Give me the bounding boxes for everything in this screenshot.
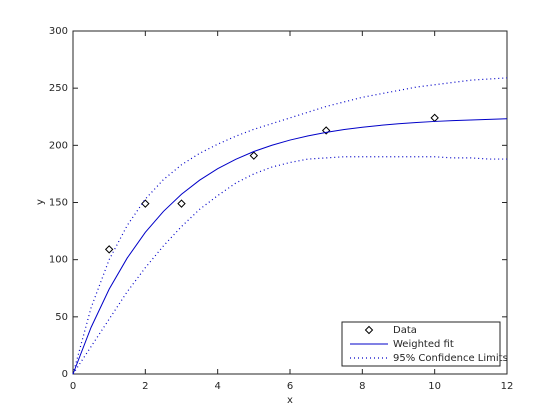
x-tick-label: 6 bbox=[287, 381, 293, 392]
y-tick-label: 150 bbox=[49, 198, 68, 209]
data-point bbox=[177, 199, 186, 208]
x-tick-label: 12 bbox=[501, 381, 514, 392]
data-point bbox=[321, 126, 331, 135]
legend-marker bbox=[364, 325, 374, 335]
plot-area bbox=[72, 30, 508, 375]
data-point bbox=[249, 151, 259, 160]
y-tick-label: 250 bbox=[49, 83, 68, 94]
data-point bbox=[141, 199, 150, 208]
series-line bbox=[72, 118, 508, 375]
x-tick-label: 2 bbox=[142, 381, 148, 392]
y-tick-label: 200 bbox=[49, 140, 68, 151]
x-tick-label: 0 bbox=[70, 381, 76, 392]
x-tick-label: 8 bbox=[359, 381, 365, 392]
legend-label: Data bbox=[393, 325, 417, 336]
series-line bbox=[72, 77, 508, 375]
data-point bbox=[104, 245, 114, 254]
x-tick-label: 4 bbox=[214, 381, 220, 392]
y-axis-label: y bbox=[35, 199, 46, 205]
legend-label: Weighted fit bbox=[393, 339, 454, 350]
series-line bbox=[72, 156, 507, 375]
y-tick-label: 100 bbox=[49, 255, 68, 266]
x-axis-label: x bbox=[287, 395, 293, 406]
y-tick-label: 50 bbox=[55, 312, 68, 323]
x-tick-label: 10 bbox=[428, 381, 441, 392]
y-tick-label: 0 bbox=[62, 369, 68, 380]
legend-label: 95% Confidence Limits bbox=[393, 353, 508, 364]
y-tick-label: 300 bbox=[49, 26, 68, 37]
